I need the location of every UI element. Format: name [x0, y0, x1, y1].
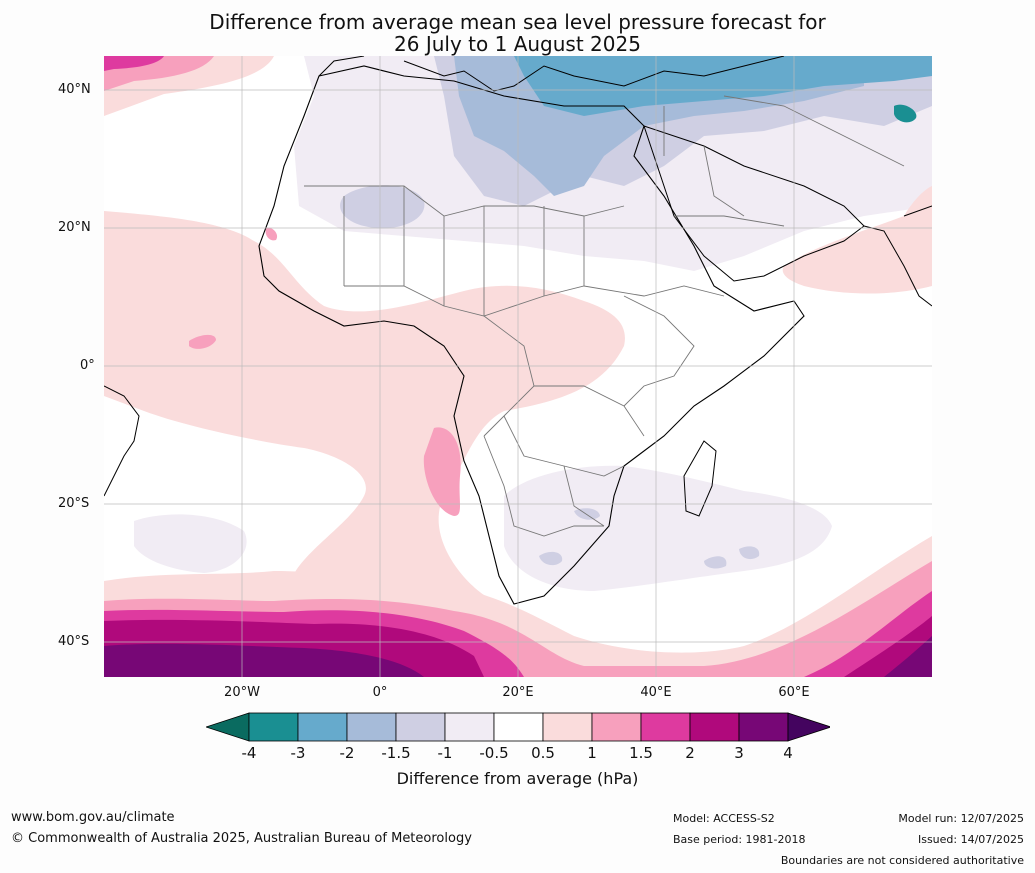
lat-label-20n: 20°N [58, 220, 91, 235]
colorbar-tick-label: 1.5 [629, 744, 653, 762]
footer-issued: Issued: 14/07/2025 [917, 833, 1024, 846]
map-title: Difference from average mean sea level p… [0, 11, 1035, 55]
colorbar-cell [297, 712, 348, 742]
colorbar-tick-label: -3 [290, 744, 306, 762]
lat-label-40n: 40°N [58, 82, 91, 97]
colorbar-low-arrow [206, 712, 250, 742]
footer-base-period: Base period: 1981-2018 [673, 833, 806, 846]
lon-label-20e: 20°E [502, 685, 534, 700]
footer-model: Model: ACCESS-S2 [673, 812, 775, 825]
colorbar-cell [542, 712, 593, 742]
colorbar-tick-label: 0.5 [531, 744, 555, 762]
footer-disclaimer: Boundaries are not considered authoritat… [780, 854, 1024, 867]
footer-url: www.bom.gov.au/climate [11, 810, 175, 825]
map-panel [104, 56, 932, 677]
colorbar-cell [689, 712, 740, 742]
colorbar-cell [493, 712, 544, 742]
lat-label-20s: 20°S [58, 496, 90, 511]
title-line-2: 26 July to 1 August 2025 [394, 32, 641, 56]
colorbar-tick-label: -1 [437, 744, 453, 762]
colorbar-tick-label: -1.5 [381, 744, 411, 762]
title-line-1: Difference from average mean sea level p… [209, 10, 826, 34]
colorbar-cell [738, 712, 789, 742]
footer-copyright: © Commonwealth of Australia 2025, Austra… [11, 831, 472, 846]
colorbar-tick-label: 1 [587, 744, 597, 762]
colorbar-tick-label: -0.5 [479, 744, 509, 762]
lat-label-40s: 40°S [58, 634, 90, 649]
lon-label-40e: 40°E [640, 685, 672, 700]
lon-label-0: 0° [372, 685, 388, 700]
colorbar-high-arrow [787, 712, 830, 742]
colorbar-cell [640, 712, 691, 742]
colorbar-tick-label: 3 [734, 744, 744, 762]
colorbar-tick-label: -2 [339, 744, 355, 762]
colorbar-cell [395, 712, 446, 742]
footer-model-run: Model run: 12/07/2025 [898, 812, 1024, 825]
colorbar-cell [248, 712, 299, 742]
map-svg [104, 56, 932, 677]
lat-label-0: 0° [80, 358, 95, 373]
lon-label-20w: 20°W [224, 685, 260, 700]
colorbar-cell [444, 712, 495, 742]
colorbar-tick-label: -4 [241, 744, 257, 762]
colorbar [206, 712, 830, 742]
colorbar-tick-label: 2 [685, 744, 695, 762]
colorbar-cell [591, 712, 642, 742]
lon-label-60e: 60°E [778, 685, 810, 700]
colorbar-tick-label: 4 [783, 744, 793, 762]
colorbar-cell [346, 712, 397, 742]
colorbar-label: Difference from average (hPa) [396, 769, 639, 788]
